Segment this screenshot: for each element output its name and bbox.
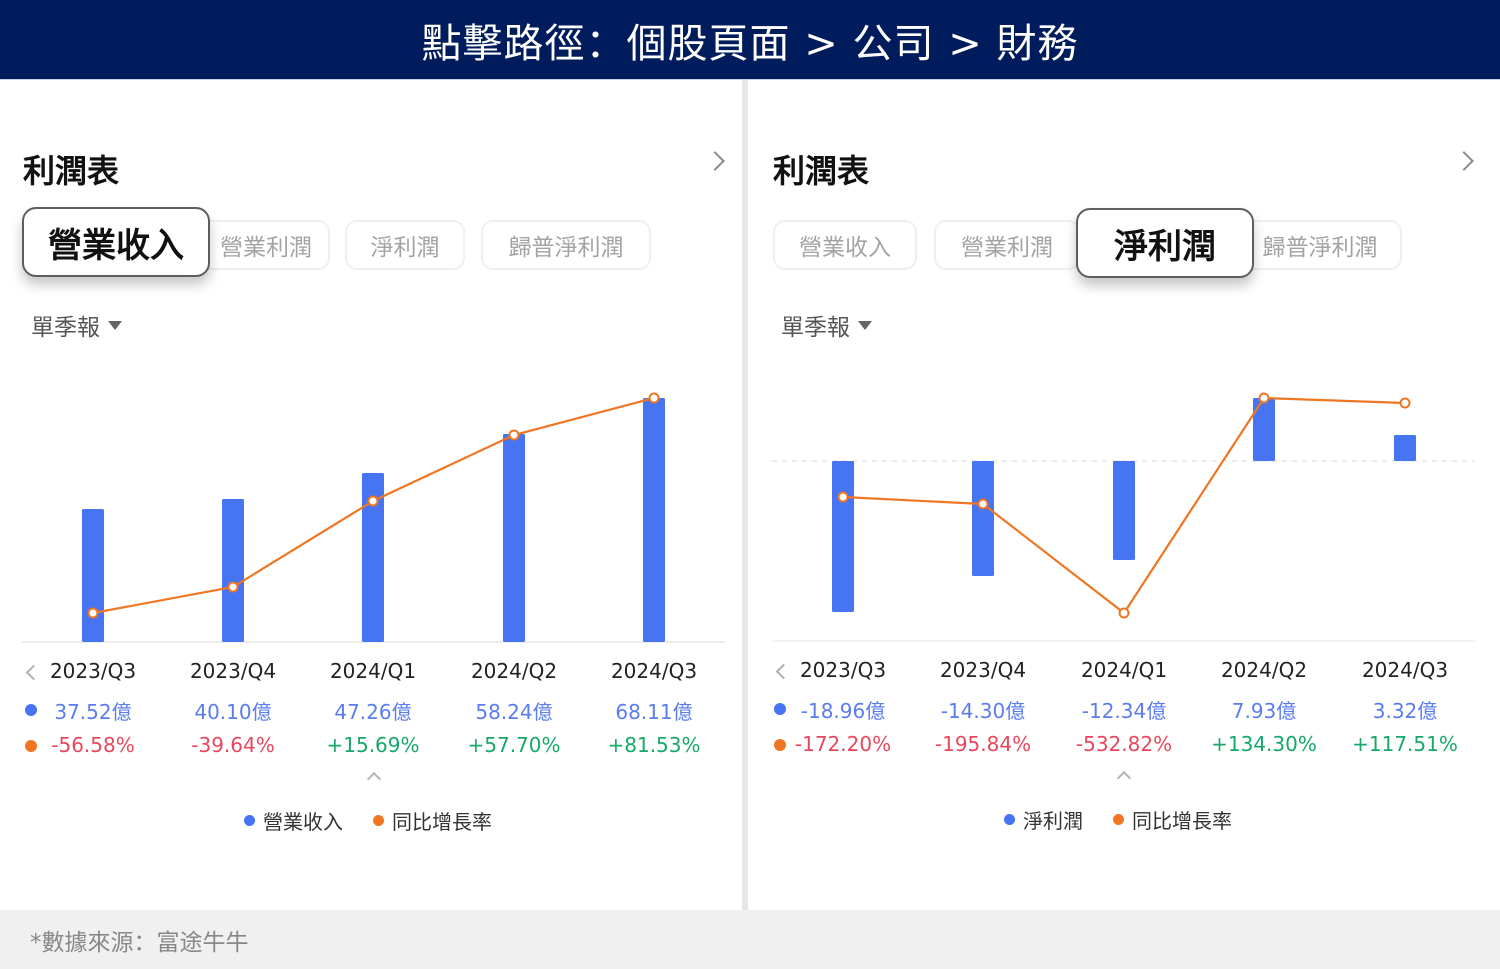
chart-legend: 營業收入 同比增長率 [244,806,492,835]
legend-label: 淨利潤 [1023,809,1083,833]
growth-cell: -56.58% [51,733,135,757]
period-label: 2024/Q2 [1220,658,1308,682]
panel-title: 利潤表 [773,152,870,190]
period-label: 2023/Q4 [189,659,277,683]
growth-cell: +81.53% [607,733,701,757]
growth-cell: +117.51% [1352,732,1458,756]
value-cell: 3.32億 [1372,699,1438,723]
tab-attributable-net-profit[interactable]: 歸普淨利潤 [481,220,651,270]
legend-net-profit[interactable]: 淨利潤 [1004,805,1083,834]
legend-label: 同比增長率 [1132,809,1232,833]
growth-cell: -532.82% [1075,732,1173,756]
legend-revenue[interactable]: 營業收入 [244,806,343,835]
legend-label: 營業收入 [263,810,343,834]
banner-title: 點擊路徑：個股頁面 > 公司 > 財務 [421,20,1079,67]
income-statement-panel-net-profit: 利潤表 營業收入 營業利潤 歸普淨利潤 淨利潤 單季報 2023/Q3 2023… [748,80,1500,910]
period-label: 2023/Q3 [799,658,887,682]
income-statement-panel-revenue: 利潤表 營業利潤 淨利潤 歸普淨利潤 營業收入 單季報 2023/Q3 2023… [0,80,742,910]
value-cell: 68.11億 [615,700,693,724]
revenue-chart [22,392,725,643]
tab-revenue[interactable]: 營業收入 [773,220,917,270]
tab-label: 營業利潤 [220,235,312,261]
period-dropdown-label: 單季報 [781,315,850,341]
value-cell: 47.26億 [334,700,412,724]
tab-label: 淨利潤 [1114,226,1216,267]
click-path-banner: 點擊路徑：個股頁面 > 公司 > 財務 [0,0,1500,80]
period-label: 2023/Q3 [49,659,137,683]
growth-cell: +57.70% [467,733,561,757]
growth-dot-icon [774,739,786,751]
legend-yoy-growth[interactable]: 同比增長率 [373,806,492,835]
bar-2023-q4 [972,461,994,576]
legend-yoy-growth[interactable]: 同比增長率 [1113,805,1232,834]
value-cell: 40.10億 [194,700,272,724]
tab-net-profit[interactable]: 淨利潤 [345,220,465,270]
value-cell: 37.52億 [54,700,132,724]
tab-label: 歸普淨利潤 [508,235,624,261]
bar-2023-q3 [82,509,104,642]
period-label: 2024/Q3 [610,659,698,683]
legend-dot-icon [1004,814,1015,825]
collapse-chevron-icon[interactable] [366,771,382,787]
legend-dot-icon [1113,814,1124,825]
data-source-footer: *數據來源：富途牛牛 [0,910,1500,969]
bar-2024-q1 [362,473,384,642]
growth-cell: -172.20% [794,732,892,756]
panel-title: 利潤表 [23,152,120,190]
panel-divider [742,80,748,910]
period-row: 2023/Q3 2023/Q4 2024/Q1 2024/Q2 2024/Q3 [748,658,1500,688]
bar-2024-q3 [1394,435,1416,461]
growth-cell: -195.84% [934,732,1032,756]
tab-net-profit[interactable]: 淨利潤 [1076,208,1254,278]
growth-cell: +15.69% [326,733,420,757]
caret-down-icon [858,320,872,330]
growth-row: -172.20% -195.84% -532.82% +134.30% +117… [748,732,1500,762]
collapse-chevron-icon[interactable] [1116,770,1132,786]
legend-dot-icon [373,815,384,826]
value-cell: 7.93億 [1231,699,1297,723]
tab-operating-profit[interactable]: 營業利潤 [934,220,1080,270]
bar-2024-q3 [643,398,665,642]
tab-label: 營業收入 [799,235,891,261]
value-cell: -12.34億 [1081,699,1167,723]
tab-attributable-net-profit[interactable]: 歸普淨利潤 [1238,220,1402,270]
period-label: 2024/Q2 [470,659,558,683]
revenue-dot-icon [25,704,37,716]
bar-2023-q3 [832,461,854,612]
value-cell: -14.30億 [940,699,1026,723]
tab-label: 營業利潤 [961,235,1053,261]
tab-revenue[interactable]: 營業收入 [22,207,210,277]
growth-row: -56.58% -39.64% +15.69% +57.70% +81.53% [0,733,742,763]
data-source-text: *數據來源：富途牛牛 [30,929,249,956]
value-row: -18.96億 -14.30億 -12.34億 7.93億 3.32億 [748,695,1500,725]
net-profit-dot-icon [774,703,786,715]
legend-label: 同比增長率 [392,810,492,834]
bar-2024-q2 [1253,398,1275,461]
tab-label: 營業收入 [48,225,184,266]
bar-2024-q1 [1113,461,1135,560]
tab-operating-profit[interactable]: 營業利潤 [188,220,330,270]
tab-label: 淨利潤 [370,235,440,261]
caret-down-icon [108,320,122,330]
net-profit-chart [772,392,1475,642]
legend-dot-icon [244,815,255,826]
period-label: 2023/Q4 [939,658,1027,682]
period-label: 2024/Q1 [1080,658,1168,682]
bar-2023-q4 [222,499,244,642]
chart-legend: 淨利潤 同比增長率 [1004,805,1232,834]
growth-cell: -39.64% [191,733,275,757]
period-row: 2023/Q3 2023/Q4 2024/Q1 2024/Q2 2024/Q3 [0,659,742,689]
value-cell: -18.96億 [800,699,886,723]
value-cell: 58.24億 [475,700,553,724]
growth-cell: +134.30% [1211,732,1317,756]
tab-label: 歸普淨利潤 [1262,235,1378,261]
bar-2024-q2 [503,434,525,642]
period-dropdown[interactable]: 單季報 [781,308,872,342]
growth-dot-icon [25,740,37,752]
period-dropdown[interactable]: 單季報 [31,308,122,342]
period-label: 2024/Q3 [1361,658,1449,682]
period-label: 2024/Q1 [329,659,417,683]
value-row: 37.52億 40.10億 47.26億 58.24億 68.11億 [0,696,742,726]
period-dropdown-label: 單季報 [31,315,100,341]
